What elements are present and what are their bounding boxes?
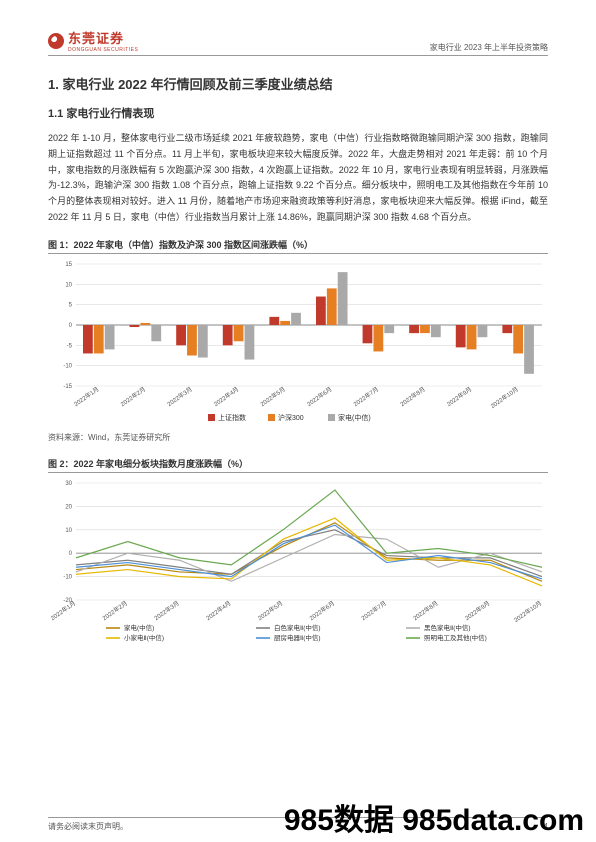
svg-text:白色家电Ⅱ(中信): 白色家电Ⅱ(中信) xyxy=(274,623,321,632)
footer-disclaimer: 请务必阅读末页声明。 xyxy=(48,821,128,832)
svg-text:10: 10 xyxy=(65,282,72,288)
svg-text:2022年5月: 2022年5月 xyxy=(256,599,284,622)
svg-text:2022年7月: 2022年7月 xyxy=(360,599,388,622)
fig2-title: 图 2：2022 年家电细分板块指数月度涨跌幅（%） xyxy=(48,457,548,473)
fig1-chart: -15 -10 -5 0 5 10 15 2022年1月 2022年2月 2022年3月 2022年… xyxy=(48,258,548,428)
svg-text:黑色家电Ⅱ(中信): 黑色家电Ⅱ(中信) xyxy=(424,623,471,632)
fig2-chart: -20-1001020302022年1月2022年2月2022年3月2022年4… xyxy=(48,477,548,652)
svg-text:-10: -10 xyxy=(63,574,72,580)
svg-text:5: 5 xyxy=(69,302,73,308)
svg-text:2022年4月: 2022年4月 xyxy=(212,385,240,408)
svg-text:上证指数: 上证指数 xyxy=(218,413,246,422)
svg-text:0: 0 xyxy=(69,551,73,557)
svg-text:2022年3月: 2022年3月 xyxy=(153,599,181,622)
svg-text:2022年2月: 2022年2月 xyxy=(119,385,147,408)
svg-text:2022年10月: 2022年10月 xyxy=(489,385,520,410)
svg-text:2022年8月: 2022年8月 xyxy=(399,385,427,408)
svg-text:2022年5月: 2022年5月 xyxy=(259,385,287,408)
svg-text:2022年3月: 2022年3月 xyxy=(166,385,194,408)
section-paragraph: 2022 年 1-10 月，整体家电行业二级市场延续 2021 年疲软趋势，家电… xyxy=(48,131,548,226)
svg-text:沪深300: 沪深300 xyxy=(278,413,304,422)
fig2-svg: -20-1001020302022年1月2022年2月2022年3月2022年4… xyxy=(48,477,548,652)
section-h2: 1.1 家电行业行情表现 xyxy=(48,105,548,121)
fig1-source: 资料来源：Wind，东莞证券研究所 xyxy=(48,432,548,443)
svg-text:2022年6月: 2022年6月 xyxy=(308,599,336,622)
svg-text:2022年9月: 2022年9月 xyxy=(445,385,473,408)
header-meta: 家电行业 2023 年上半年投资策略 xyxy=(430,42,548,53)
svg-text:2022年1月: 2022年1月 xyxy=(72,385,100,408)
svg-text:照明电工及其他(中信): 照明电工及其他(中信) xyxy=(424,633,487,642)
section-h1: 1. 家电行业 2022 年行情回顾及前三季度业绩总结 xyxy=(48,74,548,93)
watermark: 985数据 985data.com xyxy=(284,806,584,836)
fig1-svg: -15 -10 -5 0 5 10 15 2022年1月 2022年2月 2022年3月 2022年… xyxy=(48,258,548,428)
svg-text:2022年2月: 2022年2月 xyxy=(101,599,129,622)
svg-text:2022年4月: 2022年4月 xyxy=(204,599,232,622)
svg-text:30: 30 xyxy=(65,481,72,487)
svg-text:2022年7月: 2022年7月 xyxy=(352,385,380,408)
svg-text:10: 10 xyxy=(65,527,72,533)
svg-text:0: 0 xyxy=(69,323,73,329)
svg-text:家电(中信): 家电(中信) xyxy=(338,413,371,422)
logo: 东莞证券 DONGGUAN SECURITIES xyxy=(48,28,138,53)
svg-text:-10: -10 xyxy=(63,363,72,369)
svg-text:-5: -5 xyxy=(67,343,73,349)
fig1-title: 图 1：2022 年家电（中信）指数及沪深 300 指数区间涨跌幅（%） xyxy=(48,238,548,254)
svg-text:厨房电器Ⅱ(中信): 厨房电器Ⅱ(中信) xyxy=(274,633,321,642)
svg-text:2022年8月: 2022年8月 xyxy=(412,599,440,622)
svg-text:2022年10月: 2022年10月 xyxy=(512,599,543,624)
logo-text: 东莞证券 xyxy=(68,28,138,47)
svg-text:小家电Ⅱ(中信): 小家电Ⅱ(中信) xyxy=(124,633,164,642)
svg-text:2022年6月: 2022年6月 xyxy=(305,385,333,408)
svg-text:20: 20 xyxy=(65,504,72,510)
page-header: 东莞证券 DONGGUAN SECURITIES 家电行业 2023 年上半年投… xyxy=(48,28,548,56)
svg-text:-15: -15 xyxy=(63,384,72,390)
svg-text:2022年9月: 2022年9月 xyxy=(463,599,491,622)
logo-subtext: DONGGUAN SECURITIES xyxy=(68,47,138,53)
svg-text:15: 15 xyxy=(65,262,72,268)
logo-icon xyxy=(48,33,64,49)
svg-text:家电(中信): 家电(中信) xyxy=(124,623,154,632)
